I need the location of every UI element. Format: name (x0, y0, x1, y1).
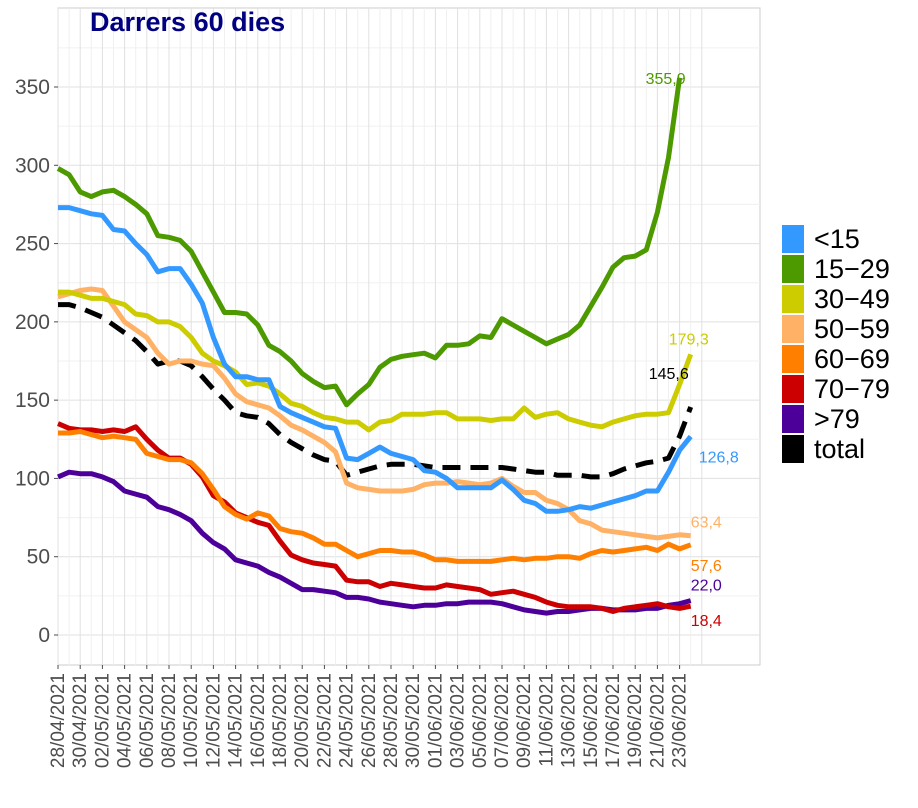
end-value-label: 145,6 (649, 366, 689, 383)
y-tick-label: 150 (15, 389, 50, 412)
legend-label: total (814, 434, 865, 464)
series-line-60-69 (58, 429, 692, 564)
x-tick-label: 12/05/2021 (203, 673, 224, 768)
legend-swatch (782, 345, 804, 373)
x-tick-label: 13/06/2021 (559, 673, 580, 768)
x-tick-label: 22/05/2021 (314, 673, 335, 768)
x-tick-label: 26/05/2021 (359, 673, 380, 768)
end-value-label: 63,4 (691, 515, 722, 532)
end-value-label: 126,8 (699, 449, 739, 466)
x-tick-label: 11/06/2021 (536, 673, 557, 767)
x-tick-label: 16/05/2021 (248, 673, 269, 768)
series-line-50-59 (57, 286, 691, 541)
series-line-total (58, 302, 694, 480)
y-tick-label: 350 (15, 76, 50, 99)
y-tick-label: 200 (15, 311, 50, 334)
x-tick-label: 23/06/2021 (670, 673, 691, 768)
legend-swatch (782, 225, 804, 253)
x-tick-label: 28/05/2021 (381, 673, 402, 768)
legend-swatch (782, 375, 804, 403)
x-tick-label: 09/06/2021 (514, 673, 535, 768)
x-tick-label: 03/06/2021 (448, 673, 469, 768)
legend-swatch (782, 285, 804, 313)
legend-label: 70−79 (814, 374, 890, 404)
legend-label: >79 (814, 404, 860, 434)
series-line-70-79 (57, 421, 692, 614)
legend-label: 60−69 (814, 344, 890, 374)
legend-swatch (782, 315, 804, 343)
legend-label: 15−29 (814, 254, 890, 284)
series-line-30-49 (58, 289, 694, 433)
x-tick-label: 14/05/2021 (226, 673, 247, 768)
x-tick-label: 24/05/2021 (337, 673, 358, 768)
x-tick-label: 05/06/2021 (470, 673, 491, 768)
end-value-label: 57,6 (691, 558, 722, 575)
x-tick-label: 02/05/2021 (92, 673, 113, 768)
x-tick-label: 28/04/2021 (48, 673, 69, 768)
legend-label: 30−49 (814, 284, 890, 314)
x-tick-label: 10/05/2021 (181, 673, 202, 768)
x-tick-label: 18/05/2021 (270, 673, 291, 768)
x-tick-label: 19/06/2021 (625, 673, 646, 768)
chart-title: Darrers 60 dies (90, 7, 285, 37)
x-tick-label: 15/06/2021 (581, 673, 602, 768)
end-labels: 126,8 355,9 179,3 63,4 57,6 18,4 22,0 145,6 (646, 71, 739, 630)
major-gridlines-y (58, 86, 760, 636)
series-layer (56, 77, 694, 616)
legend-swatch (782, 435, 804, 463)
end-value-label: 355,9 (646, 71, 686, 88)
legend-label: <15 (814, 224, 860, 254)
x-axis: 28/04/2021 30/04/2021 02/05/2021 04/05/2021… (48, 665, 691, 768)
series-line-15 (58, 205, 693, 514)
y-tick-label: 100 (15, 467, 50, 490)
x-tick-label: 21/06/2021 (647, 673, 668, 768)
x-tick-label: 30/05/2021 (403, 673, 424, 768)
x-tick-label: 07/06/2021 (492, 673, 513, 768)
end-value-label: 18,4 (691, 613, 722, 630)
x-tick-label: 06/05/2021 (137, 673, 158, 768)
legend-swatch (782, 405, 804, 433)
x-tick-label: 08/05/2021 (159, 673, 180, 768)
x-tick-label: 30/04/2021 (70, 673, 91, 768)
plot-border (57, 7, 761, 666)
y-tick-label: 0 (38, 624, 50, 647)
x-tick-label: 04/05/2021 (115, 673, 136, 768)
y-tick-label: 50 (27, 546, 50, 569)
y-axis: 0 50 100 150 200 250 300 350 (15, 76, 58, 647)
y-tick-label: 300 (15, 154, 50, 177)
plot-panel: 126,8 355,9 179,3 63,4 57,6 18,4 22,0 145,6 (56, 7, 761, 666)
end-value-label: 179,3 (669, 331, 709, 348)
x-tick-label: 01/06/2021 (425, 673, 446, 768)
legend-swatch (782, 255, 804, 283)
end-value-label: 22,0 (691, 578, 722, 595)
series-line-15-29 (56, 77, 683, 408)
x-tick-label: 17/06/2021 (603, 673, 624, 768)
y-tick-label: 250 (15, 233, 50, 256)
legend-label: 50−59 (814, 314, 890, 344)
x-tick-label: 20/05/2021 (292, 673, 313, 768)
